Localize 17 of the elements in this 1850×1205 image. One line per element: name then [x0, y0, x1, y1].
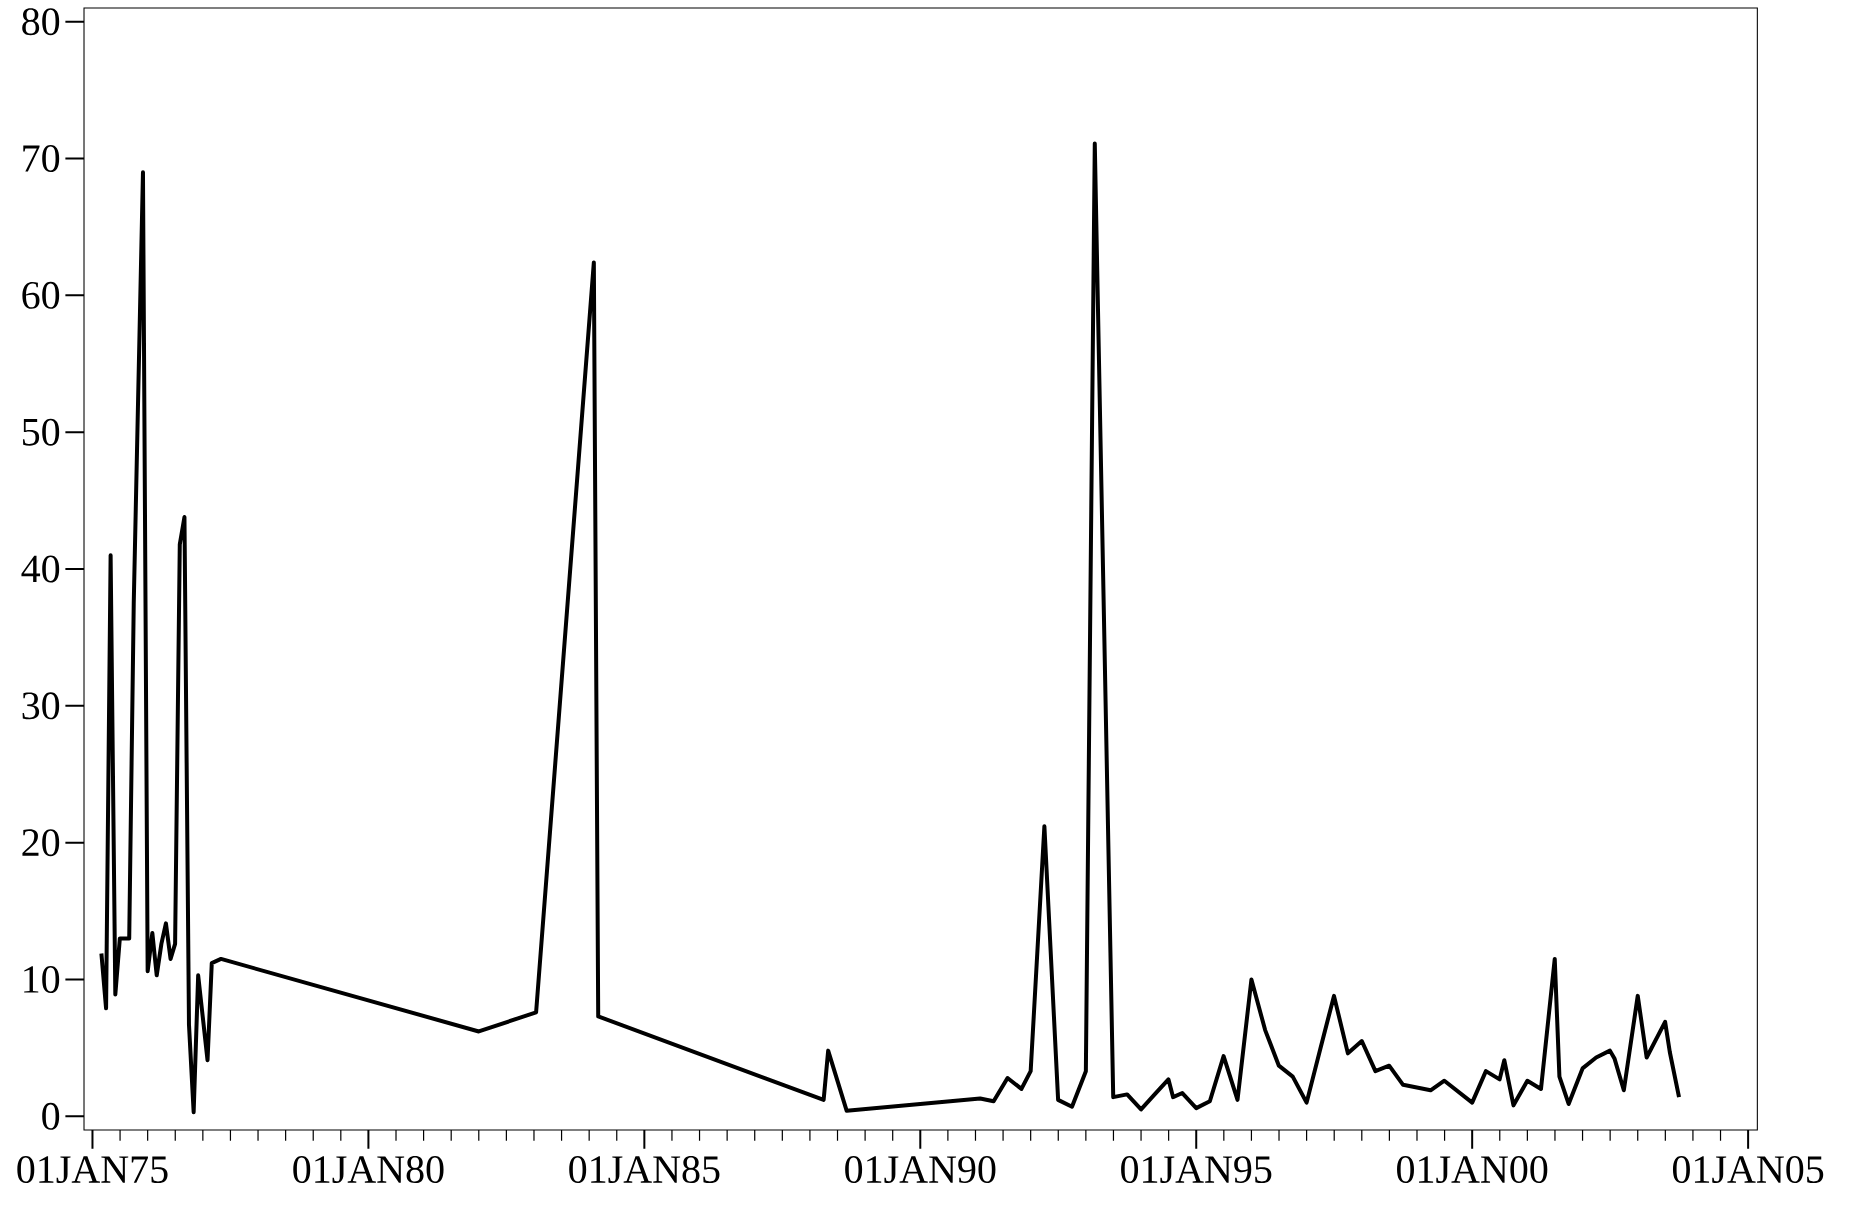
x-tick-label: 01JAN05 — [1672, 1156, 1824, 1184]
y-tick-label: 20 — [22, 829, 60, 857]
y-tick-label: 60 — [22, 281, 60, 309]
line-series — [99, 141, 1682, 1115]
x-tick-label: 01JAN80 — [293, 1156, 444, 1184]
x-tick-label: 01JAN90 — [845, 1156, 996, 1184]
x-tick-label: 01JAN00 — [1397, 1156, 1548, 1184]
y-tick-label: 0 — [42, 1102, 60, 1130]
y-tick-label: 10 — [24, 965, 60, 993]
x-tick-label: 01JAN95 — [1121, 1156, 1272, 1184]
y-tick-label: 80 — [22, 8, 60, 36]
y-tick-label: 30 — [22, 692, 60, 720]
y-tick-label: 40 — [21, 555, 60, 583]
x-tick-label: 01JAN75 — [17, 1156, 168, 1184]
x-tick-label: 01JAN85 — [569, 1156, 720, 1184]
y-tick-label: 70 — [23, 145, 60, 172]
y-tick-label: 50 — [23, 418, 60, 446]
